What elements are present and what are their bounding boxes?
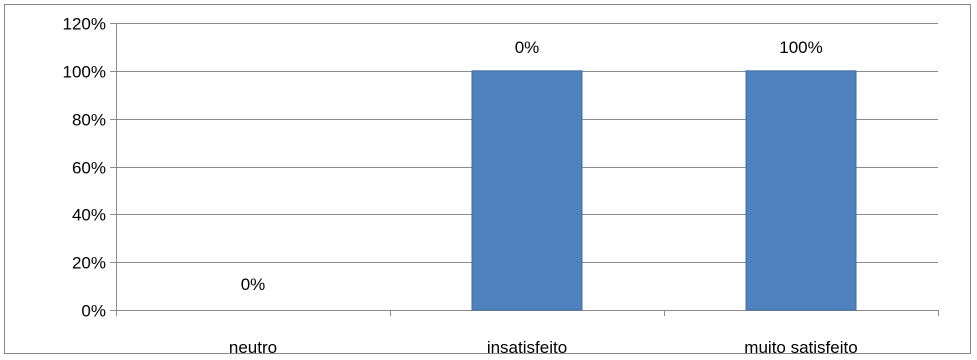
x-tick-labels: neutro insatisfeito muito satisfeito [229, 338, 858, 357]
bar-muito-satisfeito [745, 70, 857, 311]
data-label: 0% [241, 275, 266, 294]
y-tick-label: 120% [63, 15, 106, 34]
y-tick-label: 20% [72, 254, 106, 273]
x-tick-label: neutro [229, 338, 277, 357]
y-tick-labels: 0% 20% 40% 60% 80% 100% 120% [63, 15, 106, 321]
y-tick-label: 40% [72, 206, 106, 225]
data-label: 100% [779, 38, 822, 57]
y-tick-label: 100% [63, 63, 106, 82]
x-tick-label: muito satisfeito [744, 338, 857, 357]
bar-insatisfeito [471, 70, 583, 311]
y-tick-label: 60% [72, 159, 106, 178]
bars [471, 70, 857, 311]
x-tick-label: insatisfeito [487, 338, 567, 357]
y-tick-label: 0% [81, 302, 106, 321]
data-labels: 0% 0% 100% [241, 38, 823, 294]
data-label: 0% [515, 38, 540, 57]
y-tick-label: 80% [72, 111, 106, 130]
